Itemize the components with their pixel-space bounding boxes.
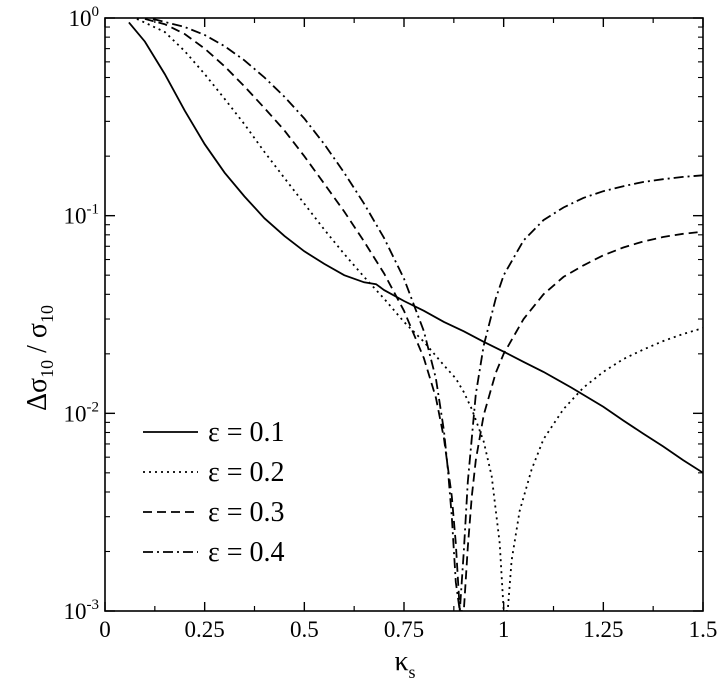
legend-label: ε = 0.4	[208, 537, 285, 568]
tick-layer: 0 0.25 0.5 0.75 1 1.25 1.5 100 10-1 10-2 10-3	[64, 4, 718, 642]
x-tick-label: 0.75	[384, 617, 424, 642]
x-tick-label: 0.25	[185, 617, 225, 642]
y-tick-label: 100	[69, 4, 100, 31]
x-tick-label: 0	[99, 617, 111, 642]
legend: ε = 0.1 ε = 0.2 ε = 0.3 ε = 0.4	[143, 417, 285, 568]
legend-label: ε = 0.2	[208, 457, 285, 488]
y-axis-label: Δσ10 / σ10	[22, 305, 57, 411]
y-axis-label-group: Δσ10 / σ10	[22, 305, 57, 411]
x-tick-label: 0.5	[290, 617, 319, 642]
series-line-1	[128, 21, 703, 474]
x-tick-label: 1.5	[689, 617, 718, 642]
series-line-2	[136, 18, 703, 611]
x-axis-label: κs	[394, 646, 415, 680]
x-axis-label-subscript: s	[409, 662, 416, 680]
x-tick-label: 1.25	[583, 617, 623, 642]
series-line-3	[144, 18, 703, 611]
y-tick-label: 10-3	[64, 597, 100, 624]
legend-label: ε = 0.3	[208, 497, 285, 528]
plot-frame	[104, 17, 704, 612]
y-tick-label: 10-2	[64, 399, 100, 426]
series-layer	[128, 18, 703, 611]
legend-label: ε = 0.1	[208, 417, 285, 448]
x-tick-label: 1	[498, 617, 510, 642]
y-tick-label: 10-1	[64, 202, 100, 229]
